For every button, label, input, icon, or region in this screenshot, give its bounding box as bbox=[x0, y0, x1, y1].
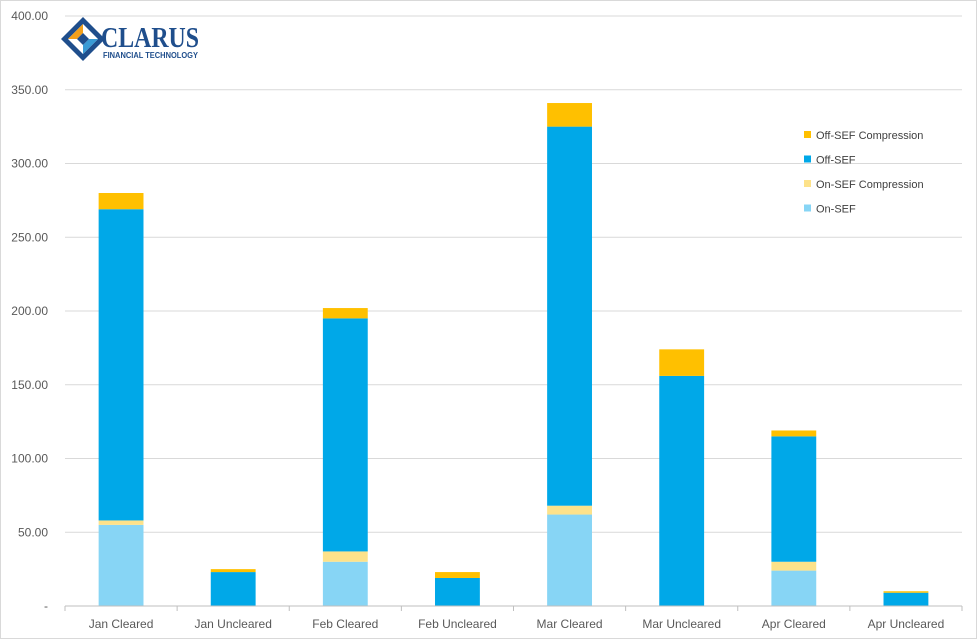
legend-label: On-SEF bbox=[816, 204, 856, 216]
legend-swatch bbox=[804, 155, 811, 163]
legend-swatch bbox=[804, 204, 811, 212]
bar-segment bbox=[771, 561, 817, 571]
legend-label: On-SEF Compression bbox=[816, 179, 924, 191]
bar-segment bbox=[210, 569, 256, 573]
y-tick-label: - bbox=[44, 599, 48, 613]
y-tick-label: 350.00 bbox=[11, 83, 48, 97]
bar-segment bbox=[883, 592, 929, 606]
legend-swatch bbox=[804, 131, 811, 138]
logo-name: CLARUS bbox=[101, 22, 199, 54]
x-tick-label: Apr Cleared bbox=[762, 617, 826, 631]
bar-segment bbox=[435, 572, 480, 578]
bar-segment bbox=[547, 103, 592, 127]
bar-segment bbox=[98, 524, 144, 606]
logo-tagline: FINANCIAL TECHNOLOGY bbox=[103, 51, 199, 60]
bar-segment bbox=[435, 577, 480, 606]
axes: - 50.00 100.00 150.00 200.00 250.00 300.00 350.… bbox=[11, 9, 963, 631]
y-tick-label: 250.00 bbox=[11, 230, 48, 244]
x-tick-label: Feb Uncleared bbox=[418, 617, 497, 631]
bar-segment bbox=[322, 318, 368, 552]
bar-segment bbox=[659, 375, 705, 606]
bar-segment bbox=[98, 209, 144, 521]
x-tick-label: Feb Cleared bbox=[312, 617, 378, 631]
gridlines bbox=[65, 15, 962, 533]
bar-segment bbox=[771, 430, 817, 437]
y-tick-label: 50.00 bbox=[18, 525, 48, 539]
logo-diamond-icon bbox=[61, 17, 105, 61]
bar-segment bbox=[98, 520, 144, 525]
bar-segment bbox=[322, 561, 368, 606]
bar-segment bbox=[883, 591, 929, 593]
bar-segment bbox=[98, 193, 144, 210]
bar-segment bbox=[771, 436, 817, 562]
bar-segment bbox=[547, 505, 592, 515]
legend-label: Off-SEF bbox=[816, 155, 856, 167]
bar-segment bbox=[771, 570, 817, 606]
bar-segment bbox=[659, 349, 705, 376]
bar-segment bbox=[210, 572, 256, 606]
x-tick-label: Jan Uncleared bbox=[194, 617, 271, 631]
y-tick-label: 200.00 bbox=[11, 304, 48, 318]
clarus-logo: CLARUS FINANCIAL TECHNOLOGY bbox=[61, 17, 199, 61]
legend-swatch bbox=[804, 180, 811, 187]
x-tick-label: Jan Cleared bbox=[89, 617, 154, 631]
bar-segment bbox=[547, 514, 592, 606]
bar-segment bbox=[547, 126, 592, 506]
legend-label: Off-SEF Compression bbox=[816, 130, 923, 142]
bar-segment bbox=[322, 551, 368, 562]
x-tick-label: Mar Uncleared bbox=[642, 617, 721, 631]
bar-segment bbox=[322, 308, 368, 319]
y-tick-label: 150.00 bbox=[11, 378, 48, 392]
x-tick-label: Mar Cleared bbox=[537, 617, 603, 631]
bars bbox=[98, 103, 929, 606]
legend: Off-SEF Compression Off-SEF On-SEF Compres… bbox=[804, 130, 924, 216]
y-tick-label: 400.00 bbox=[11, 9, 48, 23]
y-tick-label: 100.00 bbox=[11, 452, 48, 466]
x-tick-label: Apr Uncleared bbox=[868, 617, 945, 631]
y-tick-label: 300.00 bbox=[11, 157, 48, 171]
